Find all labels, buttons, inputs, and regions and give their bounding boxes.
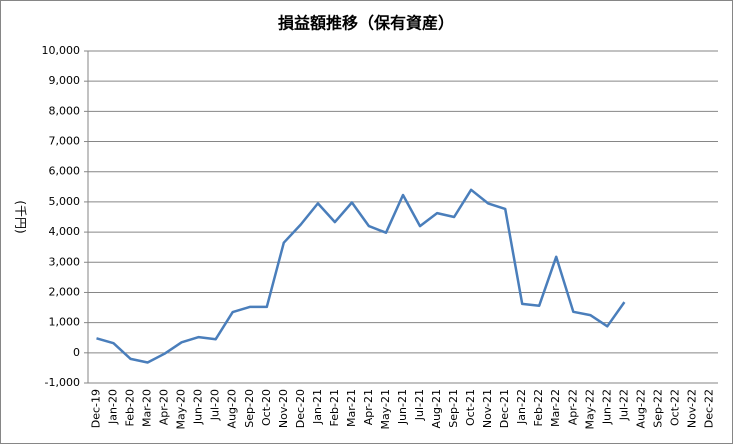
x-tick-label: Dec-21: [498, 389, 511, 428]
x-tick-label: Mar-21: [345, 389, 358, 427]
x-tick-label: Jun-20: [192, 389, 205, 425]
x-tick-label: Jan-20: [107, 389, 120, 425]
x-tick-label: Feb-21: [328, 389, 341, 426]
x-tick-label: Nov-21: [481, 389, 494, 428]
y-tick-label: 5,000: [49, 195, 81, 208]
x-tick-label: May-21: [379, 389, 392, 430]
y-tick-label: 9,000: [49, 74, 81, 87]
y-tick-label: -1,000: [45, 376, 80, 389]
x-tick-label: Sep-22: [651, 389, 664, 428]
x-tick-label: Dec-20: [294, 389, 307, 428]
y-tick-label: 2,000: [49, 285, 81, 298]
data-line: [96, 188, 626, 364]
chart-title: 損益額推移（保有資産）: [278, 14, 454, 33]
y-tick-label: 8,000: [49, 104, 81, 117]
x-tick-label: Apr-22: [566, 389, 579, 425]
y-tick-label: 7,000: [49, 135, 81, 148]
x-tick-label: Sep-20: [243, 389, 256, 428]
x-tick-label: Aug-20: [226, 389, 239, 428]
x-tick-label: May-20: [175, 389, 188, 430]
x-tick-label: Nov-22: [685, 389, 698, 428]
x-tick-label: Oct-21: [464, 389, 477, 426]
x-tick-label: Sep-21: [447, 389, 460, 428]
y-tick-label: 3,000: [49, 255, 81, 268]
x-tick-label: Jul-20: [209, 389, 222, 421]
y-axis-label: (千円): [14, 200, 28, 233]
y-tick-label: 0: [73, 346, 80, 359]
x-tick-label: Dec-19: [90, 389, 103, 428]
x-tick-label: Jan-21: [311, 389, 324, 425]
x-tick-label: Apr-20: [158, 389, 171, 425]
x-tick-label: Feb-22: [532, 389, 545, 426]
y-tick-label: 1,000: [49, 316, 81, 329]
x-tick-label: Apr-21: [362, 389, 375, 425]
x-tick-label: Nov-20: [277, 389, 290, 428]
x-tick-label: Oct-22: [668, 389, 681, 426]
y-tick-label: 6,000: [49, 165, 81, 178]
x-tick-label: Jul-22: [617, 389, 630, 421]
x-tick-label: Jul-21: [413, 389, 426, 421]
y-tick-label: 4,000: [49, 225, 81, 238]
x-tick-label: May-22: [583, 389, 596, 430]
x-tick-label: Aug-21: [430, 389, 443, 428]
x-tick-label: Feb-20: [124, 389, 137, 426]
y-tick-label: 10,000: [42, 44, 81, 57]
x-tick-label: Dec-22: [702, 389, 715, 428]
x-tick-label: Jun-22: [600, 389, 613, 425]
x-tick-label: Jun-21: [396, 389, 409, 425]
x-tick-label: Aug-22: [634, 389, 647, 428]
x-tick-label: Mar-20: [141, 389, 154, 427]
x-tick-label: Jan-22: [515, 389, 528, 425]
x-tick-label: Oct-20: [260, 389, 273, 426]
x-tick-label: Mar-22: [549, 389, 562, 427]
